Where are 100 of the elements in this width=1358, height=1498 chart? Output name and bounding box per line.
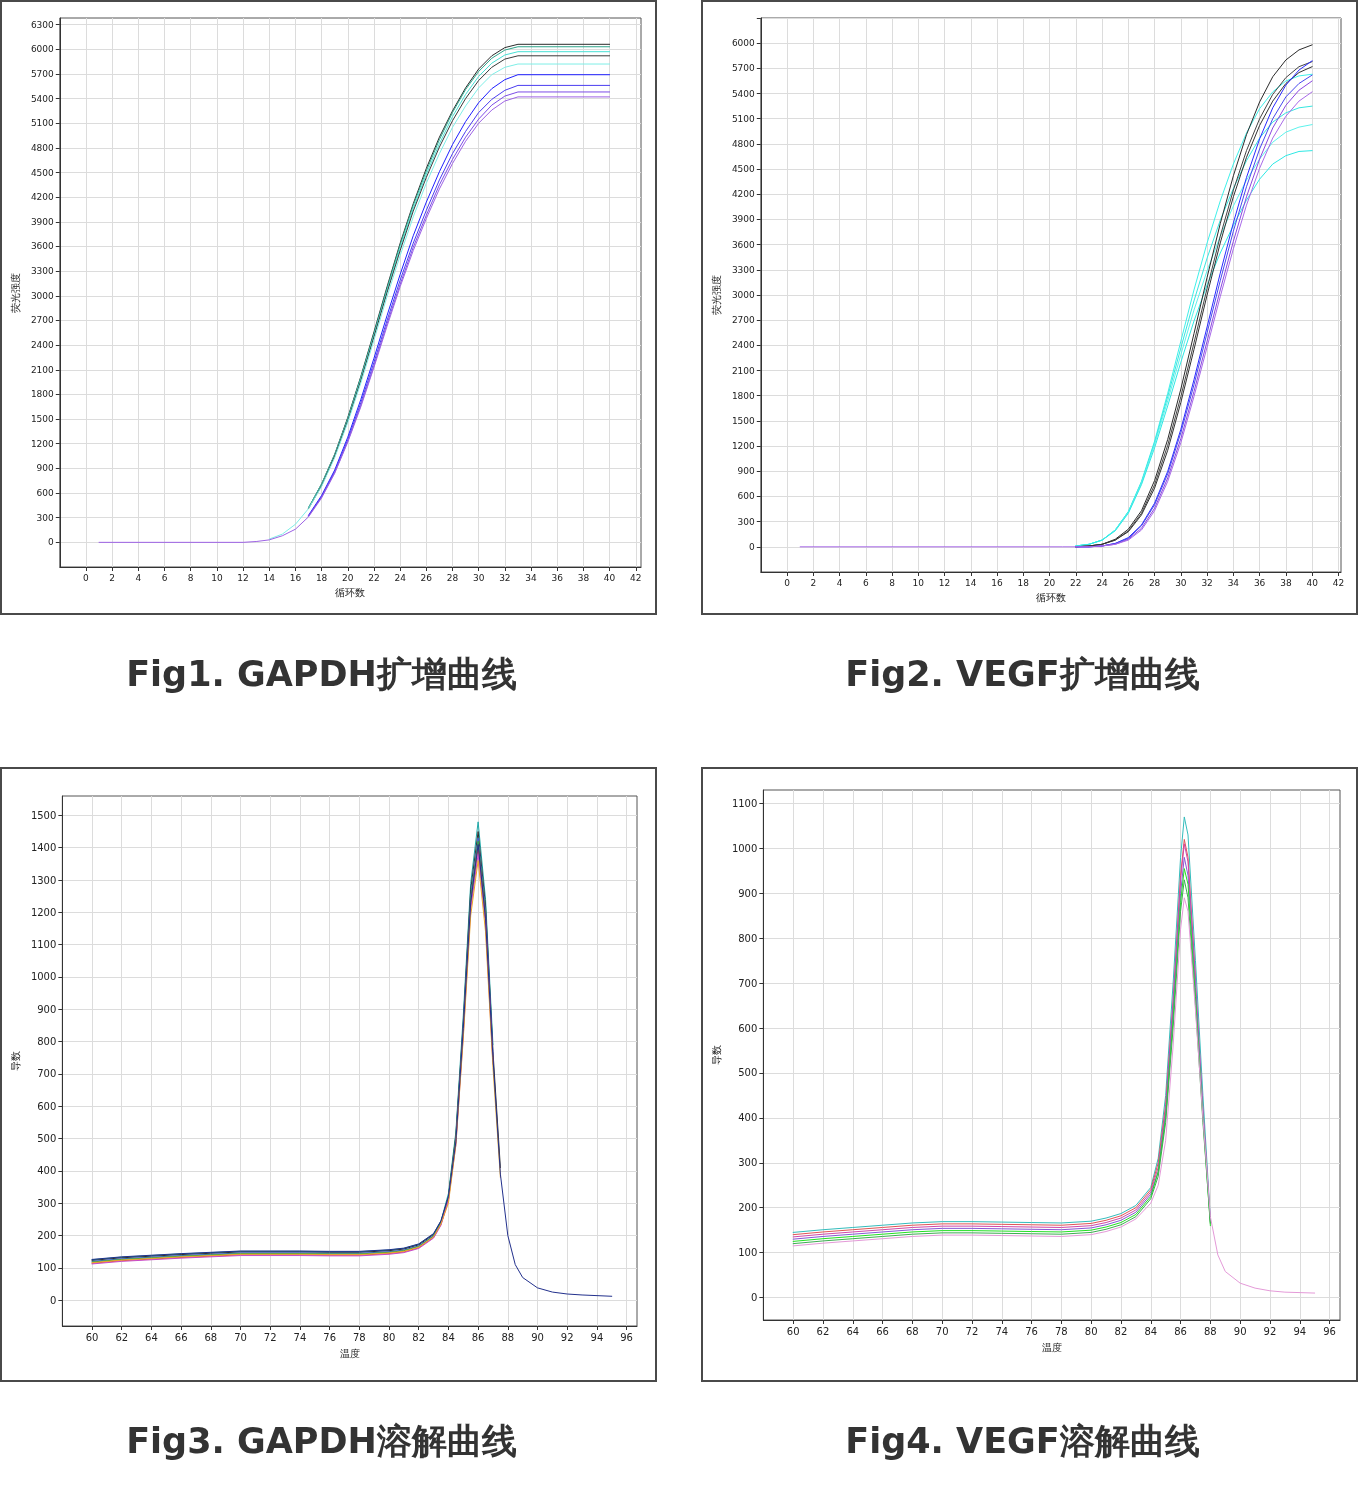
x-tick-label: 34 xyxy=(1227,577,1240,588)
y-tick-label: 500 xyxy=(37,1133,57,1145)
x-tick-label: 34 xyxy=(525,572,538,583)
y-tick-label: 1800 xyxy=(30,389,55,400)
x-tick-label: 74 xyxy=(995,1325,1009,1337)
x-tick-label: 94 xyxy=(1293,1325,1307,1337)
y-tick-label: 4500 xyxy=(731,164,756,175)
y-tick-label: 5400 xyxy=(731,88,756,99)
y-tick-label: 900 xyxy=(37,1003,57,1015)
y-tick-label: 1100 xyxy=(731,797,758,809)
x-tick-label: 72 xyxy=(965,1325,979,1337)
y-tick-label: 5100 xyxy=(30,118,55,129)
y-tick-label: 900 xyxy=(738,887,758,899)
y-tick-label: 3900 xyxy=(731,214,756,225)
y-tick-label: 300 xyxy=(738,1157,758,1169)
y-tick-label: 900 xyxy=(36,463,55,474)
x-tick-label: 10 xyxy=(912,577,925,588)
x-tick-label: 10 xyxy=(211,572,223,583)
x-tick-label: 30 xyxy=(472,572,485,583)
y-tick-label: 1100 xyxy=(30,939,57,951)
y-tick-label: 800 xyxy=(37,1036,57,1048)
y-axis-title: 导数 xyxy=(9,1051,21,1071)
x-tick-label: 78 xyxy=(352,1331,366,1343)
x-tick-label: 60 xyxy=(85,1331,99,1343)
x-tick-label: 84 xyxy=(1144,1325,1158,1337)
y-tick-label: 400 xyxy=(37,1165,57,1177)
y-axis-title: 荧光强度 xyxy=(710,275,722,315)
y-tick-label: 0 xyxy=(48,537,55,548)
text: Fig2. VEGF扩增曲线 xyxy=(844,653,1201,696)
y-tick-label: 600 xyxy=(738,1022,758,1034)
x-tick-label: 24 xyxy=(1096,577,1109,588)
y-tick-label: 300 xyxy=(37,1197,57,1209)
x-axis-title: 循环数 xyxy=(335,586,366,598)
y-tick-label: 600 xyxy=(37,1100,57,1112)
y-tick-label: 600 xyxy=(36,488,55,499)
y-tick-label: 3000 xyxy=(30,290,55,301)
y-tick-label: 6000 xyxy=(30,44,55,55)
y-tick-label: 800 xyxy=(738,932,758,944)
y-tick-label: 700 xyxy=(37,1068,57,1080)
y-tick-label: 900 xyxy=(737,466,756,477)
y-tick-label: 2700 xyxy=(731,315,756,326)
y-tick-label: 4200 xyxy=(30,192,55,203)
x-tick-label: 0 xyxy=(83,572,90,583)
y-tick-label: 1000 xyxy=(731,842,758,854)
text: Fig1. GAPDH扩增曲线 xyxy=(125,653,518,696)
x-tick-label: 70 xyxy=(234,1331,247,1343)
x-tick-label: 14 xyxy=(965,577,977,588)
y-tick-label: 3000 xyxy=(731,290,756,300)
x-tick-label: 80 xyxy=(382,1331,396,1343)
x-tick-label: 16 xyxy=(289,572,302,583)
y-tick-label: 4500 xyxy=(30,167,55,178)
y-tick-label: 300 xyxy=(737,516,756,527)
x-tick-label: 74 xyxy=(293,1331,307,1343)
x-tick-label: 22 xyxy=(1070,577,1082,588)
y-tick-label: 1300 xyxy=(30,874,57,886)
x-tick-label: 26 xyxy=(420,572,433,583)
y-tick-label: 6000 xyxy=(731,38,756,49)
x-tick-label: 28 xyxy=(446,572,459,583)
x-tick-label: 22 xyxy=(368,572,380,583)
x-tick-label: 4 xyxy=(135,572,142,583)
y-tick-label: 5700 xyxy=(731,63,756,74)
x-tick-label: 2 xyxy=(109,572,116,583)
x-tick-label: 2 xyxy=(810,577,817,588)
y-tick-label: 1500 xyxy=(731,415,756,426)
x-tick-label: 88 xyxy=(1204,1325,1217,1337)
y-tick-label: 2400 xyxy=(30,340,55,351)
y-tick-label: 1800 xyxy=(731,390,756,401)
y-tick-label: 3300 xyxy=(30,266,55,277)
x-tick-label: 86 xyxy=(471,1331,485,1343)
x-tick-label: 84 xyxy=(442,1331,455,1343)
y-tick-label: 3600 xyxy=(30,241,55,252)
x-tick-label: 12 xyxy=(237,572,249,583)
x-tick-label: 40 xyxy=(603,572,616,583)
x-tick-label: 94 xyxy=(590,1331,604,1343)
y-tick-label: 700 xyxy=(738,977,758,989)
x-tick-label: 64 xyxy=(145,1331,158,1343)
x-tick-label: 90 xyxy=(531,1331,544,1343)
y-axis-title: 荧光强度 xyxy=(9,272,21,313)
x-tick-label: 78 xyxy=(1054,1325,1068,1337)
y-tick-label: 1200 xyxy=(731,441,756,452)
y-tick-label: 1500 xyxy=(30,809,57,821)
y-tick-label: 400 xyxy=(738,1112,758,1124)
y-tick-label: 1200 xyxy=(30,906,57,918)
y-tick-label: 2400 xyxy=(731,340,756,351)
x-tick-label: 68 xyxy=(204,1331,218,1343)
y-tick-label: 3300 xyxy=(731,264,756,275)
text: Fig4. VEGF溶解曲线 xyxy=(844,1420,1201,1463)
y-tick-label: 5100 xyxy=(731,113,756,124)
y-tick-label: 3900 xyxy=(30,216,55,227)
y-tick-label: 200 xyxy=(37,1230,57,1242)
y-tick-label: 500 xyxy=(738,1067,758,1079)
x-tick-label: 96 xyxy=(620,1331,633,1343)
y-tick-label: 100 xyxy=(738,1247,758,1259)
x-tick-label: 32 xyxy=(1201,577,1213,588)
x-tick-label: 68 xyxy=(905,1325,919,1337)
x-tick-label: 4 xyxy=(836,577,843,588)
y-tick-label: 1000 xyxy=(30,971,57,983)
y-tick-label: 1400 xyxy=(30,842,57,854)
x-tick-label: 92 xyxy=(560,1331,574,1343)
y-tick-label: 0 xyxy=(749,541,756,552)
